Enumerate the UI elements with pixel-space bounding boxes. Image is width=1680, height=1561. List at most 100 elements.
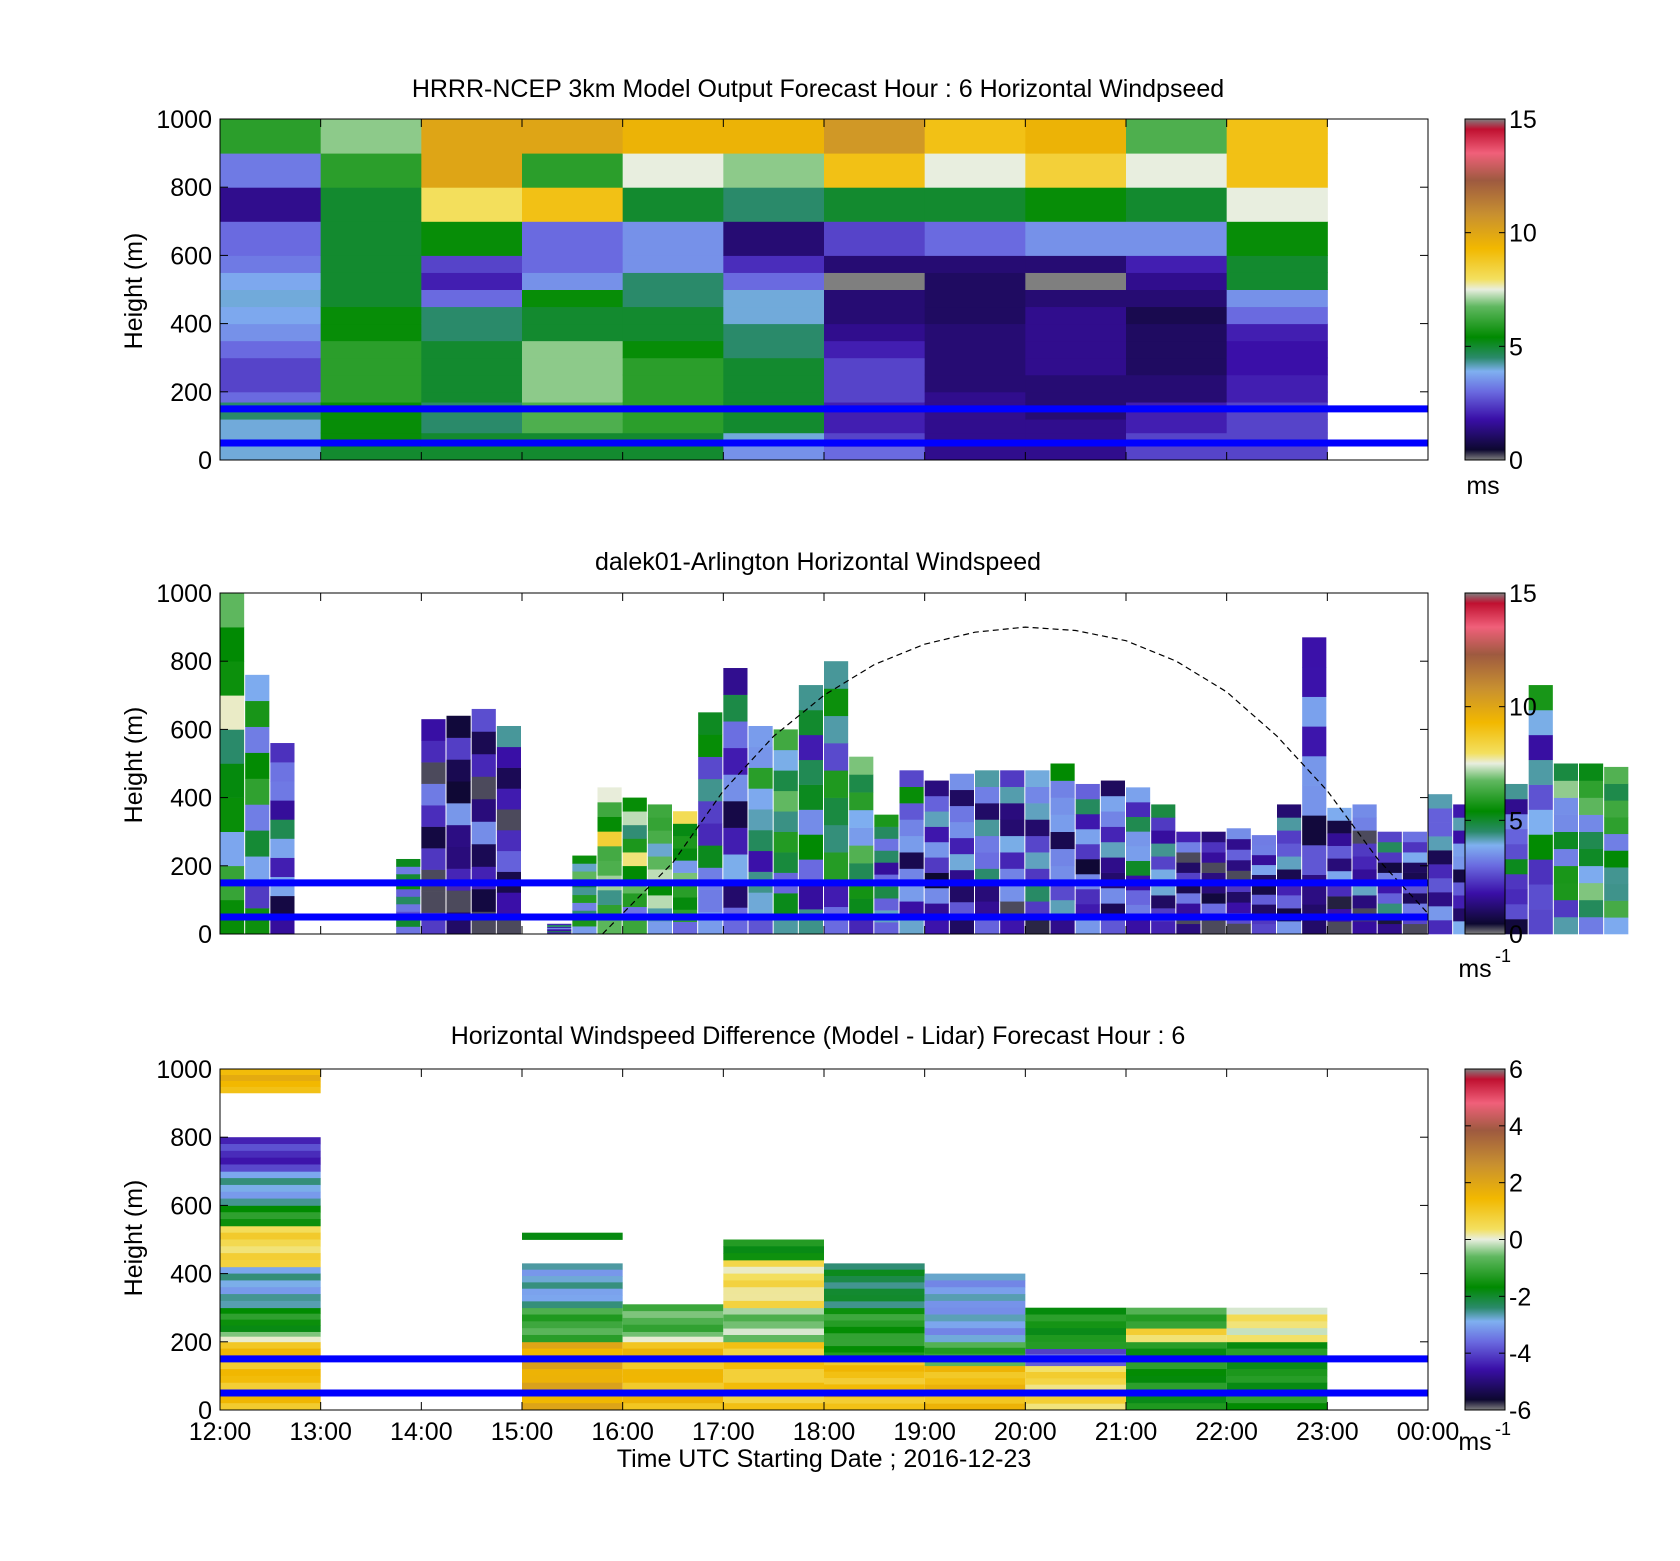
colorbar-tick-label: 0 <box>1509 1227 1523 1255</box>
profile-cell <box>270 781 295 801</box>
heatmap-cell <box>1226 187 1328 222</box>
profile-cell <box>849 916 874 935</box>
profile-cell <box>597 802 622 817</box>
difference-cell <box>1126 1334 1227 1343</box>
profile-cell <box>1176 852 1201 863</box>
profile-cell <box>773 749 798 771</box>
profile-cell <box>572 886 597 896</box>
profile-cell <box>245 700 270 727</box>
heatmap-cell <box>421 272 523 290</box>
profile-cell <box>949 917 974 935</box>
profile-cell <box>471 731 496 755</box>
profile-cell <box>1377 862 1402 873</box>
profile-cell <box>1377 903 1402 914</box>
difference-cell <box>924 1314 1026 1322</box>
profile-cell <box>1528 759 1553 785</box>
profile-cell <box>773 770 798 792</box>
profile-cell <box>220 831 245 867</box>
difference-cell <box>522 1263 623 1271</box>
profile-cell <box>1126 787 1151 803</box>
heatmap-cell <box>1025 419 1127 434</box>
difference-cell <box>522 1362 623 1370</box>
profile-cell <box>270 838 295 858</box>
heatmap-cell <box>723 306 825 325</box>
solar-elevation-curve <box>602 626 1429 935</box>
colorbar-tick-label: -4 <box>1509 1340 1531 1368</box>
profile-cell <box>1352 856 1377 870</box>
difference-cell <box>220 1074 321 1082</box>
profile-cell <box>547 926 572 929</box>
profile-cell <box>1503 858 1528 875</box>
profile-cell <box>270 819 295 839</box>
y-tick-label: 600 <box>170 1192 212 1220</box>
profile-cell <box>1050 882 1075 901</box>
heatmap-cell <box>1025 255 1127 273</box>
heatmap-cell <box>220 419 322 434</box>
profile-cell <box>1277 856 1302 870</box>
profile-cell <box>1579 848 1604 867</box>
profile-cell <box>1428 808 1453 823</box>
profile-cell <box>748 850 773 872</box>
profile-cell <box>421 740 446 763</box>
difference-cell <box>723 1307 824 1315</box>
heatmap-cell <box>220 357 322 376</box>
panel3-ylabel: Height (m) <box>120 1180 148 1297</box>
heatmap-cell <box>1226 272 1328 290</box>
profile-cell <box>1251 894 1276 905</box>
heatmap-cell <box>1226 340 1328 359</box>
difference-cell <box>220 1184 321 1193</box>
profile-cell <box>1000 917 1025 935</box>
profile-cell <box>1025 852 1050 869</box>
heatmap-cell <box>824 374 926 393</box>
profile-cell <box>1226 923 1251 935</box>
difference-cell <box>924 1372 1026 1379</box>
heatmap-cell <box>1126 255 1228 273</box>
difference-cell <box>622 1304 724 1312</box>
difference-cell <box>220 1239 321 1247</box>
difference-cell <box>824 1365 925 1373</box>
profile-cell <box>975 819 1000 837</box>
heatmap-cell <box>1226 374 1328 393</box>
heatmap-cell <box>220 323 322 342</box>
heatmap-cell <box>1126 289 1228 308</box>
heatmap-cell <box>1025 187 1127 222</box>
heatmap-cell <box>824 119 926 154</box>
heatmap-cell <box>1226 357 1328 376</box>
profile-cell <box>1025 819 1050 837</box>
profile-cell <box>1277 843 1302 857</box>
heatmap-cell <box>622 340 724 359</box>
difference-cell <box>220 1375 321 1384</box>
difference-cell <box>1126 1403 1227 1411</box>
y-tick-label: 200 <box>170 1329 212 1357</box>
heatmap-cell <box>824 221 926 256</box>
profile-cell <box>245 856 270 883</box>
profile-cell <box>1604 883 1629 901</box>
heatmap-cell <box>824 391 926 403</box>
difference-cell <box>1126 1321 1227 1329</box>
difference-cell <box>824 1346 925 1353</box>
profile-cell <box>1604 800 1629 818</box>
profile-cell <box>1402 893 1427 904</box>
profile-cell <box>1402 872 1427 884</box>
profile-cell <box>1377 831 1402 843</box>
profile-cell <box>698 845 723 868</box>
profile-cell <box>270 895 295 916</box>
colorbar-tick-label: 15 <box>1509 106 1537 134</box>
heatmap-cell <box>723 340 825 359</box>
profile-cell <box>1050 831 1075 850</box>
profile-cell <box>1327 845 1352 859</box>
heatmap-cell <box>1226 323 1328 342</box>
heatmap-cell <box>320 419 422 434</box>
heatmap-cell <box>220 340 322 359</box>
profile-cell <box>1025 917 1050 935</box>
heatmap-cell <box>1126 187 1228 222</box>
profile-cell <box>975 835 1000 853</box>
heatmap-cell <box>924 323 1026 342</box>
profile-cell <box>849 756 874 775</box>
profile-cell <box>1402 862 1427 873</box>
profile-cell <box>1100 857 1125 873</box>
heatmap-cell <box>320 340 422 359</box>
difference-cell <box>220 1325 321 1332</box>
profile-cell <box>647 843 672 857</box>
profile-cell <box>849 845 874 864</box>
